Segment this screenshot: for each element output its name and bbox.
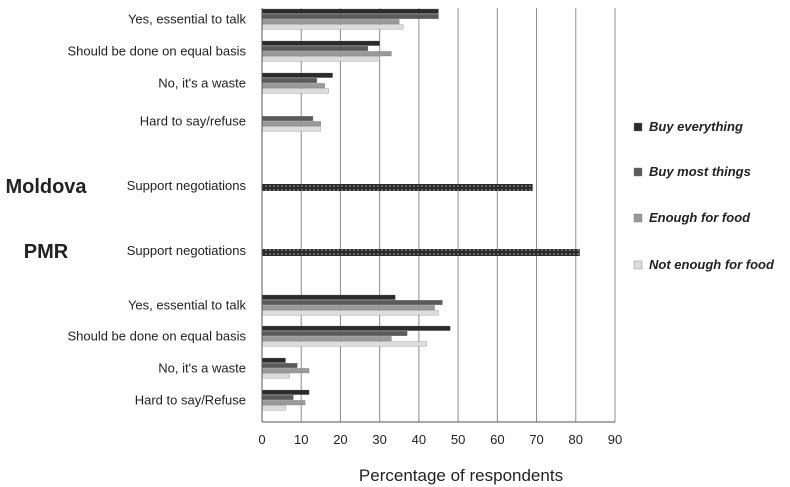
group-label-pmr: PMR bbox=[24, 241, 69, 263]
category-label: Hard to say/Refuse bbox=[135, 392, 246, 407]
legend-label: Enough for food bbox=[649, 210, 751, 225]
bar-buy-most-things bbox=[261, 14, 439, 19]
category-label: Hard to say/refuse bbox=[140, 113, 246, 128]
bar-enough-for-food bbox=[261, 51, 392, 57]
legend-swatch bbox=[633, 260, 643, 270]
x-tick-label: 50 bbox=[451, 432, 465, 447]
category-labels: Yes, essential to talk Should be done on … bbox=[67, 11, 246, 407]
x-tick-label: 10 bbox=[294, 432, 308, 447]
bar-buy-most-things bbox=[261, 331, 408, 336]
legend-swatch bbox=[633, 122, 643, 132]
bars bbox=[261, 8, 580, 411]
bar-buy-most-things bbox=[261, 300, 443, 305]
bar-not-enough-for-food bbox=[261, 310, 439, 316]
bar-buy-everything bbox=[261, 72, 333, 78]
category-label: Should be done on equal basis bbox=[67, 43, 246, 58]
x-tick-label: 30 bbox=[372, 432, 386, 447]
axes bbox=[261, 8, 615, 423]
category-label: Support negotiations bbox=[127, 243, 247, 258]
bar-not-enough-for-food bbox=[261, 126, 321, 132]
group-label-moldova: Moldova bbox=[5, 176, 87, 198]
bar-enough-for-food bbox=[261, 368, 310, 374]
legend-label: Not enough for food bbox=[649, 257, 775, 272]
group-labels: Moldova PMR bbox=[5, 176, 87, 263]
bar-not-enough-for-food bbox=[261, 405, 286, 411]
bar-enough-for-food bbox=[261, 83, 325, 89]
legend-label: Buy most things bbox=[649, 164, 751, 179]
bar-enough-for-food bbox=[261, 19, 400, 25]
bar-not-enough-for-food bbox=[261, 88, 329, 94]
bar-buy-everything bbox=[261, 8, 439, 14]
category-label: Support negotiations bbox=[127, 178, 247, 193]
x-tick-labels: 0 10 20 30 40 50 60 70 80 90 bbox=[258, 432, 622, 447]
category-label: No, it's a waste bbox=[158, 75, 246, 90]
bar-enough-for-food bbox=[261, 400, 306, 406]
bar-not-enough-for-food bbox=[261, 341, 427, 347]
bar-enough-for-food bbox=[261, 336, 392, 342]
legend-label: Buy everything bbox=[649, 119, 743, 134]
x-tick-label: 0 bbox=[258, 432, 265, 447]
bar-buy-most-things bbox=[261, 395, 294, 400]
x-axis-title: Percentage of respondents bbox=[359, 466, 563, 485]
x-tick-label: 70 bbox=[529, 432, 543, 447]
category-label: Yes, essential to talk bbox=[128, 297, 247, 312]
bar-buy-everything bbox=[261, 389, 310, 395]
x-tick-label: 60 bbox=[490, 432, 504, 447]
legend-swatch bbox=[633, 213, 643, 223]
x-tick-label: 90 bbox=[608, 432, 622, 447]
legend: Buy everything Buy most things Enough for … bbox=[633, 119, 775, 272]
bar-buy-most-things bbox=[261, 78, 318, 83]
x-tick-label: 80 bbox=[569, 432, 583, 447]
bar-support-negotiations bbox=[262, 184, 533, 191]
bar-buy-everything bbox=[261, 357, 286, 363]
bar-buy-most-things bbox=[261, 46, 369, 51]
bar-buy-everything bbox=[261, 294, 396, 300]
bar-buy-everything bbox=[261, 325, 451, 331]
bar-support-negotiations bbox=[262, 249, 580, 256]
gridlines bbox=[300, 8, 616, 422]
bar-enough-for-food bbox=[261, 305, 435, 311]
x-tick-label: 40 bbox=[412, 432, 426, 447]
bar-buy-most-things bbox=[261, 116, 314, 121]
category-label: Should be done on equal basis bbox=[67, 328, 246, 343]
category-label: Yes, essential to talk bbox=[128, 11, 247, 26]
bar-not-enough-for-food bbox=[261, 373, 290, 379]
bar-buy-most-things bbox=[261, 363, 298, 368]
bar-not-enough-for-food bbox=[261, 56, 380, 62]
bar-not-enough-for-food bbox=[261, 24, 404, 30]
legend-swatch bbox=[633, 167, 643, 177]
bar-enough-for-food bbox=[261, 121, 321, 127]
category-label: No, it's a waste bbox=[158, 360, 246, 375]
x-tick-label: 20 bbox=[333, 432, 347, 447]
bar-buy-everything bbox=[261, 40, 380, 46]
